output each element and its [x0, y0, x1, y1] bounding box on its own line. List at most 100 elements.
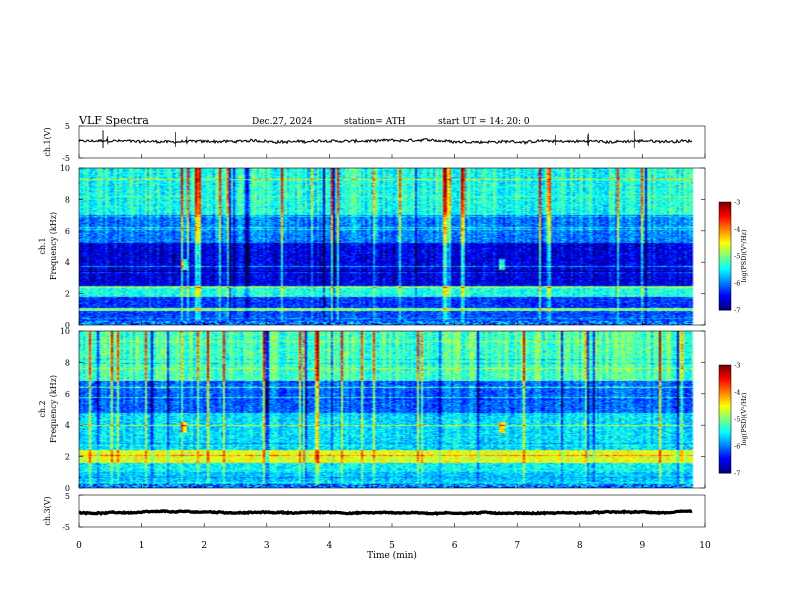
x-tick-label: 0 — [76, 541, 82, 551]
colorbar-swatch — [719, 449, 731, 452]
start-ut-label: start UT = 14: 20: 0 — [438, 117, 530, 127]
colorbar-swatch — [719, 286, 731, 289]
colorbar-swatch — [719, 435, 731, 438]
colorbar-swatch — [719, 424, 731, 427]
ch1-spectrogram-ytick-label: 4 — [65, 258, 70, 267]
x-tick-label: 1 — [139, 541, 145, 551]
ch1-spectrogram-ylabel-line2: Frequency (kHz) — [49, 212, 58, 280]
colorbar-swatch — [719, 422, 731, 425]
colorbar-swatch — [719, 214, 731, 217]
ch2-spectrogram-panel: ch.2 Frequency (kHz) 0 2 4 6 8 10 -3 -4 -5 -6 -7 l… — [38, 327, 748, 493]
colorbar-swatch — [719, 216, 731, 219]
ch1-spectrogram-ytick-label: 2 — [65, 290, 70, 299]
colorbar-swatch — [719, 429, 731, 433]
colorbar-swatch — [719, 229, 731, 232]
colorbar-swatch — [719, 238, 731, 241]
colorbar-swatch — [719, 243, 731, 246]
colorbar-swatch — [719, 302, 731, 306]
colorbar-swatch — [719, 437, 731, 440]
colorbar-swatch — [719, 433, 731, 436]
ch2-spectrogram-ytick-label: 4 — [65, 421, 70, 430]
ch2-spectrogram-ytick-label: 10 — [60, 327, 70, 336]
colorbar-swatch — [719, 304, 731, 307]
colorbar-swatch — [719, 368, 731, 371]
colorbar-swatch — [719, 417, 731, 420]
colorbar-swatch — [719, 257, 731, 261]
colorbar-swatch — [719, 411, 731, 415]
colorbar-swatch — [719, 388, 731, 391]
colorbar-swatch — [719, 239, 731, 243]
colorbar-swatch — [719, 451, 731, 454]
colorbar-swatch — [719, 202, 731, 205]
colorbar-swatch — [719, 218, 731, 221]
colorbar-swatch — [719, 301, 731, 304]
colorbar-swatch — [719, 279, 731, 282]
colorbar-swatch — [719, 446, 731, 449]
ch2-spectrogram-ytick-label: 8 — [65, 358, 70, 367]
ch2-spectrogram-ylabel: ch.2 — [38, 400, 47, 417]
colorbar-swatch — [719, 447, 731, 451]
ch2-spectrogram-image — [79, 331, 705, 488]
colorbar-swatch — [719, 413, 731, 416]
colorbar-swatch — [719, 458, 731, 461]
colorbar-swatch — [719, 374, 731, 377]
colorbar-swatch — [719, 426, 731, 429]
colorbar-swatch — [719, 299, 731, 302]
colorbar-swatch — [719, 230, 731, 234]
ch1-spectrogram-ytick-label: 0 — [65, 321, 70, 330]
colorbar-swatch — [719, 465, 731, 469]
colorbar-swatch — [719, 295, 731, 298]
x-tick-label: 3 — [264, 541, 270, 551]
colorbar-swatch — [719, 259, 731, 262]
colorbar-swatch — [719, 207, 731, 210]
colorbar-swatch — [719, 375, 731, 379]
x-tick-label: 8 — [577, 541, 583, 551]
x-tick-label: 9 — [640, 541, 646, 551]
colorbar-swatch — [719, 270, 731, 273]
ch2-spectrogram-ylabel-line2: Frequency (kHz) — [49, 375, 58, 443]
colorbar-swatch — [719, 460, 731, 463]
colorbar-swatch — [719, 406, 731, 409]
colorbar-swatch — [719, 395, 731, 398]
colorbar-swatch — [719, 462, 731, 465]
colorbar-tick-label: -4 — [734, 226, 740, 234]
colorbar-tick-label: -5 — [734, 253, 740, 261]
x-tick-label: 2 — [201, 541, 207, 551]
colorbar-swatch — [719, 290, 731, 293]
colorbar-swatch — [719, 419, 731, 422]
ch1-ytick-bottom: -5 — [62, 154, 70, 163]
colorbar-swatch — [719, 379, 731, 382]
colorbar-label: log(PSD)(V²/Hz) — [740, 229, 748, 282]
colorbar-swatch — [719, 274, 731, 277]
ch1-spectrogram-ytick-label: 10 — [60, 164, 70, 173]
colorbar-swatch — [719, 455, 731, 458]
colorbar-swatch — [719, 438, 731, 442]
colorbar-swatch — [719, 444, 731, 447]
colorbar-swatch — [719, 397, 731, 400]
colorbar-label: log(PSD)(V²/Hz) — [740, 392, 748, 445]
colorbar-swatch — [719, 252, 731, 255]
colorbar-swatch — [719, 415, 731, 418]
colorbar-tick-label: -3 — [734, 362, 740, 370]
colorbar-swatch — [719, 428, 731, 431]
ch1-waveform-panel: ch.1(V) 5 -5 — [43, 122, 706, 163]
colorbar-swatch — [719, 284, 731, 288]
colorbar-swatch — [719, 247, 731, 250]
colorbar-swatch — [719, 420, 731, 424]
ch2-spectrogram-ytick-label: 0 — [65, 484, 70, 493]
colorbar-swatch — [719, 236, 731, 239]
colorbar-swatch — [719, 399, 731, 402]
colorbar-swatch — [719, 223, 731, 226]
colorbar-swatch — [719, 241, 731, 244]
colorbar-frame — [718, 364, 732, 474]
colorbar-tick-label: -7 — [734, 470, 740, 478]
ch3-ytick-top: 5 — [65, 492, 70, 501]
colorbar-swatch — [719, 393, 731, 397]
colorbar-swatch — [719, 456, 731, 460]
date-label: Dec.27, 2024 — [252, 117, 313, 127]
colorbar-swatch — [719, 220, 731, 223]
colorbar-swatch — [719, 234, 731, 237]
x-tick-label: 6 — [452, 541, 458, 551]
colorbar-swatch — [719, 250, 731, 253]
